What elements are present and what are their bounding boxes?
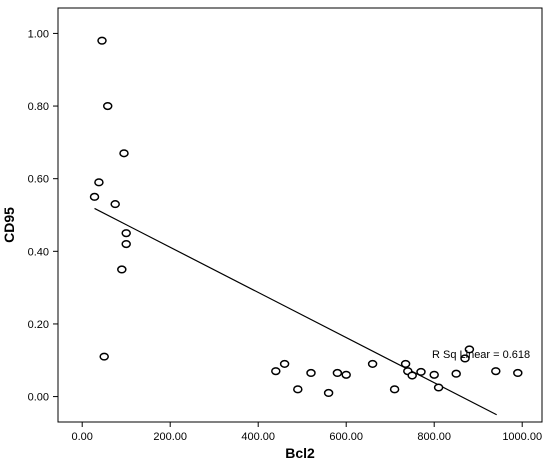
data-point <box>416 367 426 376</box>
r-squared-annotation: R Sq Linear = 0.618 <box>432 349 530 361</box>
data-point <box>323 388 334 397</box>
y-tick-label: 0.60 <box>28 174 49 186</box>
y-tick-label: 0.40 <box>28 246 49 258</box>
data-point <box>110 200 120 209</box>
data-point <box>279 359 290 368</box>
x-axis-ticks: 0.00 200.00 400.00 600.00 800.00 1000.00 <box>71 422 542 443</box>
y-axis-title: CD95 <box>1 207 17 243</box>
data-point <box>271 367 281 376</box>
linear-fit-line <box>94 207 497 416</box>
data-point <box>433 383 444 392</box>
data-point <box>513 368 523 378</box>
data-point <box>89 192 100 201</box>
x-tick-label: 600.00 <box>329 431 363 443</box>
data-point <box>99 352 109 361</box>
y-tick-label: 0.80 <box>28 101 49 113</box>
data-point <box>367 359 378 368</box>
data-points <box>89 36 523 397</box>
y-tick-label: 0.20 <box>28 319 49 331</box>
data-point <box>464 345 475 354</box>
data-point <box>121 240 131 249</box>
data-point <box>94 178 104 187</box>
x-tick-label: 800.00 <box>417 431 451 443</box>
x-tick-label: 1000.00 <box>502 431 542 443</box>
data-point <box>102 102 113 111</box>
data-point <box>429 370 439 379</box>
x-tick-label: 200.00 <box>153 431 187 443</box>
x-tick-label: 400.00 <box>241 431 275 443</box>
x-tick-label: 0.00 <box>71 431 92 443</box>
data-point <box>460 354 470 363</box>
plot-border <box>57 7 543 423</box>
data-point <box>332 368 343 378</box>
data-point <box>400 359 411 368</box>
data-point <box>117 265 127 274</box>
data-point <box>491 367 501 376</box>
data-point <box>293 385 303 394</box>
data-point <box>341 370 351 379</box>
fit-line-group <box>94 207 497 416</box>
y-axis-ticks: 0.00 0.20 0.40 0.60 0.80 1.00 <box>28 28 58 404</box>
data-point <box>97 36 107 45</box>
data-point <box>119 149 129 158</box>
y-tick-label: 0.00 <box>28 392 49 404</box>
data-point <box>407 371 417 380</box>
x-axis-title: Bcl2 <box>285 445 315 461</box>
data-point <box>121 229 131 238</box>
data-point <box>451 369 461 378</box>
data-point <box>389 385 400 394</box>
y-tick-label: 1.00 <box>28 28 49 40</box>
plot-frame <box>57 7 543 423</box>
data-point <box>306 368 316 378</box>
